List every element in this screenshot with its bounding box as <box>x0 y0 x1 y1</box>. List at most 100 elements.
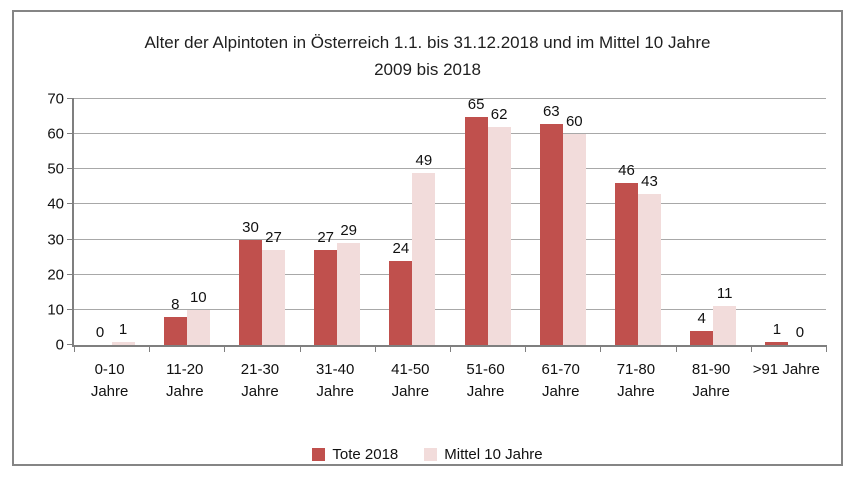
gridline <box>74 98 826 99</box>
chart-title: Alter der Alpintoten in Österreich 1.1. … <box>14 29 841 83</box>
x-axis-labels: 0-10 Jahre 11-20 Jahre 21-30 Jahre 31-40 Ja… <box>72 359 824 403</box>
x-axis-tick <box>600 345 602 352</box>
x-axis-tick <box>525 345 527 352</box>
x-axis-tick <box>374 345 376 352</box>
y-axis-tick <box>67 308 74 310</box>
bar-value-label: 60 <box>565 113 583 131</box>
y-axis-tick <box>67 133 74 135</box>
bar: 60 <box>562 113 586 345</box>
bar: 10 <box>186 289 210 345</box>
x-axis-category-label: 0-10 Jahre <box>90 361 129 400</box>
bar-value-label: 62 <box>490 106 508 124</box>
bar-group: 27 29 <box>300 99 375 345</box>
bar: 24 <box>389 240 413 345</box>
y-axis-tick-label: 70 <box>47 90 64 108</box>
x-axis-category-label: 71-80 Jahre <box>616 361 656 400</box>
x-axis-category-label: >91 Jahre <box>752 361 820 378</box>
bar-value-label: 63 <box>542 102 560 120</box>
x-axis-tick <box>750 345 752 352</box>
bar-group: 46 43 <box>600 99 675 345</box>
bar: 27 <box>261 229 285 345</box>
x-axis-category-label: 11-20 Jahre <box>166 361 204 400</box>
bar: 49 <box>412 152 436 345</box>
bar-group: 65 62 <box>450 96 525 345</box>
x-axis-category-label: 21-30 Jahre <box>240 361 280 400</box>
bar: 43 <box>637 173 661 345</box>
x-axis-tick <box>450 345 451 352</box>
bar-value-label: 0 <box>795 324 805 341</box>
bar: 1 <box>111 321 135 345</box>
y-axis-tick-label: 10 <box>47 301 64 319</box>
bar: 27 <box>314 229 338 345</box>
bar-value-label: 29 <box>340 222 358 240</box>
gridline <box>74 273 826 275</box>
legend-label-tote-2018: Tote 2018 <box>332 446 399 463</box>
x-axis-tick <box>826 345 827 352</box>
bar-value-label: 11 <box>716 285 733 303</box>
bar-group: 63 60 <box>525 99 600 345</box>
y-axis-tick <box>67 344 74 345</box>
bar-value-label: 30 <box>242 218 259 236</box>
gridline <box>74 308 826 310</box>
y-axis-tick <box>67 98 74 99</box>
bar: 4 <box>690 310 714 345</box>
bar-value-label: 43 <box>641 172 658 190</box>
bar-group: 4 11 <box>676 99 751 345</box>
x-axis-category-label: 41-50 Jahre <box>391 361 430 400</box>
legend-item-tote-2018: Tote 2018 <box>312 446 398 463</box>
bar-value-label: 46 <box>618 162 635 180</box>
legend-swatch-tote-2018 <box>312 448 326 461</box>
y-axis-tick <box>67 203 74 205</box>
x-axis-tick <box>74 345 75 352</box>
bar-value-label: 27 <box>317 229 335 247</box>
bar-value-label: 1 <box>772 320 782 338</box>
chart-frame: Alter der Alpintoten in Österreich 1.1. … <box>12 10 843 466</box>
bar: 8 <box>163 296 187 345</box>
y-axis-tick <box>67 273 74 275</box>
bar-value-label: 65 <box>467 95 485 113</box>
legend-label-mittel-10-jahre: Mittel 10 Jahre <box>444 446 543 463</box>
y-axis-tick-label: 30 <box>47 231 64 249</box>
bar: 11 <box>713 285 737 345</box>
y-axis-tick-label: 0 <box>55 336 64 354</box>
chart-title-text: Alter der Alpintoten in Österreich 1.1. … <box>144 33 711 79</box>
x-axis-category-label: 51-60 Jahre <box>466 361 505 400</box>
x-axis-category-label: 31-40 Jahre <box>315 361 355 400</box>
y-axis-tick-label: 60 <box>47 125 64 143</box>
plot-area: 0 1 8 10 30 27 27 29 24 49 65 62 63 60 46 43 4 11 1 0 <box>67 96 827 352</box>
y-axis-tick-label: 20 <box>47 266 64 284</box>
bar: 65 <box>464 96 488 345</box>
bar-value-label: 10 <box>189 288 207 306</box>
x-axis-category-label: 81-90 Jahre <box>691 361 731 400</box>
bar-value-label: 27 <box>265 229 282 247</box>
bar-group: 30 27 <box>224 99 299 345</box>
legend-item-mittel-10-jahre: Mittel 10 Jahre <box>424 446 543 463</box>
bar-value-label: 49 <box>415 151 433 169</box>
legend: Tote 2018 Mittel 10 Jahre <box>14 446 841 463</box>
bar-value-label: 24 <box>392 239 410 257</box>
y-axis-tick <box>67 238 74 240</box>
gridline <box>74 203 826 205</box>
bar-value-label: 0 <box>95 324 105 341</box>
gridline <box>74 238 826 240</box>
y-axis-labels: 0 10 20 30 40 50 60 70 <box>28 91 64 354</box>
bar: 63 <box>539 103 563 345</box>
x-axis-tick <box>299 345 301 352</box>
bar-group: 8 10 <box>149 99 224 345</box>
x-axis-tick <box>149 345 151 352</box>
bar: 1 <box>765 321 789 345</box>
y-axis-tick-label: 50 <box>47 160 64 178</box>
x-axis-category-label: 61-70 Jahre <box>541 361 580 400</box>
bar-value-label: 8 <box>171 295 180 313</box>
bar-value-label: 4 <box>697 309 706 327</box>
gridline <box>74 133 826 135</box>
bar: 30 <box>238 219 262 345</box>
bar: 62 <box>487 106 511 345</box>
legend-swatch-mittel-10-jahre <box>424 448 438 461</box>
y-axis-tick <box>67 168 74 170</box>
bar: 29 <box>337 222 361 345</box>
x-axis-tick <box>675 345 677 352</box>
x-axis-tick <box>224 345 226 352</box>
